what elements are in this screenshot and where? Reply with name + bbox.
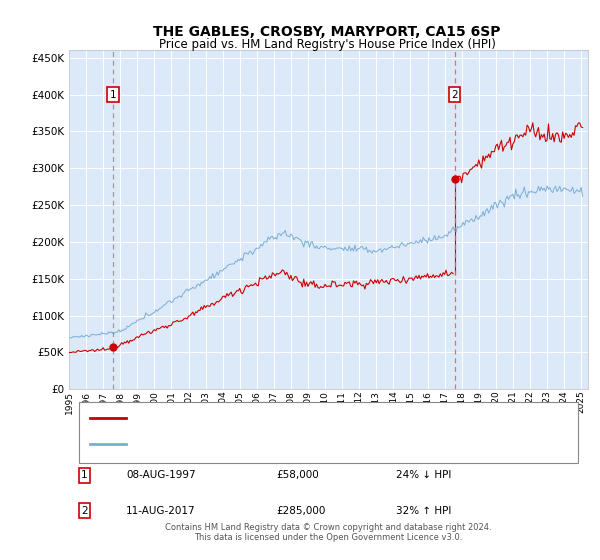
Text: 32% ↑ HPI: 32% ↑ HPI — [396, 506, 451, 516]
Text: 11-AUG-2017: 11-AUG-2017 — [126, 506, 196, 516]
Text: £285,000: £285,000 — [277, 506, 326, 516]
Text: 2: 2 — [451, 90, 458, 100]
Text: THE GABLES, CROSBY, MARYPORT, CA15 6SP: THE GABLES, CROSBY, MARYPORT, CA15 6SP — [153, 25, 501, 39]
Text: HPI: Average price, detached house, Cumberland: HPI: Average price, detached house, Cumb… — [136, 438, 394, 449]
FancyBboxPatch shape — [79, 402, 578, 463]
Text: Contains HM Land Registry data © Crown copyright and database right 2024.
This d: Contains HM Land Registry data © Crown c… — [165, 523, 492, 543]
Text: 1: 1 — [81, 470, 88, 480]
Text: Price paid vs. HM Land Registry's House Price Index (HPI): Price paid vs. HM Land Registry's House … — [158, 38, 496, 51]
Text: THE GABLES, CROSBY, MARYPORT, CA15 6SP (detached house): THE GABLES, CROSBY, MARYPORT, CA15 6SP (… — [136, 413, 465, 423]
Text: 24% ↓ HPI: 24% ↓ HPI — [396, 470, 451, 480]
Text: 1: 1 — [110, 90, 116, 100]
Text: £58,000: £58,000 — [277, 470, 319, 480]
Text: 08-AUG-1997: 08-AUG-1997 — [126, 470, 196, 480]
Text: 2: 2 — [81, 506, 88, 516]
